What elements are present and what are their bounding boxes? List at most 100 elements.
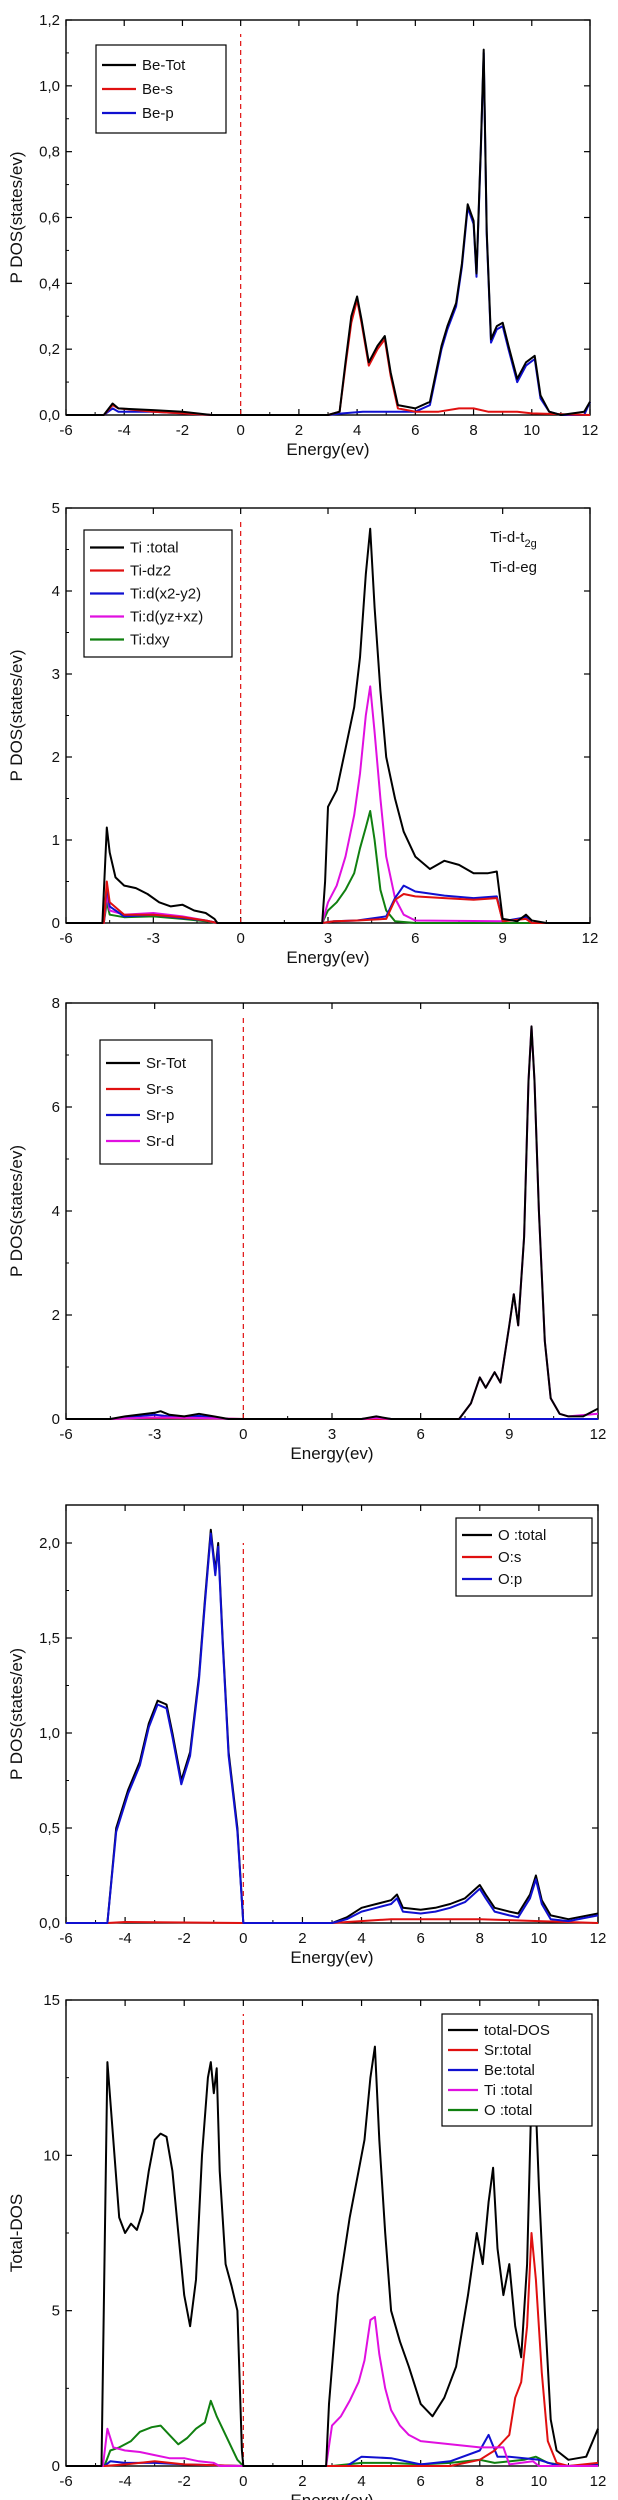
legend-label: Ti-dz2 (130, 563, 171, 580)
x-tick-label: 2 (298, 2473, 306, 2490)
y-tick-label: 4 (52, 1203, 60, 1220)
x-tick-label: 10 (531, 2473, 548, 2490)
x-tick-label: 12 (582, 930, 599, 947)
legend-label: Ti :total (484, 2082, 533, 2099)
x-tick-label: 4 (353, 422, 361, 439)
x-tick-label: -2 (178, 1930, 191, 1947)
series-line-be-tot (66, 48, 591, 416)
x-tick-label: -6 (59, 1426, 72, 1443)
x-tick-label: 9 (498, 930, 506, 947)
y-tick-label: 0,0 (39, 407, 60, 424)
panel-o: -6 -4 -2 0 2 4 6 8 10 12 0,0 0,5 1,0 1,5 2,0 Energy(ev)… (7, 1504, 607, 1967)
x-tick-label: 10 (531, 1930, 548, 1947)
series-line-sr-tot (66, 1025, 599, 1420)
y-axis-label: P DOS(states/ev) (7, 1145, 26, 1277)
legend: Be-Tot Be-s Be-p (95, 44, 227, 134)
x-tick-label: -3 (148, 1426, 161, 1443)
x-tick-label: 0 (239, 2473, 247, 2490)
y-tick-label: 1,0 (39, 78, 60, 95)
x-tick-label: -2 (178, 2473, 191, 2490)
y-tick-label: 15 (43, 1992, 60, 2009)
legend-label: O :total (484, 2102, 532, 2119)
legend-box (441, 2013, 593, 2127)
x-tick-label: 2 (298, 1930, 306, 1947)
y-tick-label: 0,0 (39, 1915, 60, 1932)
x-tick-label: -6 (59, 930, 72, 947)
x-tick-label: 2 (295, 422, 303, 439)
y-tick-label: 1,2 (39, 12, 60, 29)
series-line-sr-total (66, 2232, 599, 2467)
annotation: Ti-d-eg (490, 559, 537, 576)
x-tick-label: 3 (328, 1426, 336, 1443)
legend-label: Be-p (142, 105, 174, 122)
legend-label: Ti:dxy (130, 632, 170, 649)
x-tick-label: 12 (590, 1426, 607, 1443)
legend-label: Sr-d (146, 1133, 174, 1150)
legend: total-DOS Sr:total Be:total Ti :total O :tot… (441, 2013, 593, 2127)
x-tick-label: 9 (505, 1426, 513, 1443)
y-tick-label: 6 (52, 1099, 60, 1116)
annotation-subscript: 2g (524, 538, 536, 550)
legend-label: O :total (498, 1527, 546, 1544)
y-tick-label: 0,4 (39, 275, 60, 292)
x-tick-label: -4 (118, 2473, 131, 2490)
y-axis-label: P DOS(states/ev) (7, 1648, 26, 1780)
x-tick-label: 0 (236, 422, 244, 439)
y-tick-label: 2,0 (39, 1535, 60, 1552)
y-tick-label: 0,8 (39, 144, 60, 161)
y-tick-label: 0,5 (39, 1820, 60, 1837)
legend-label: Sr:total (484, 2042, 532, 2059)
y-tick-label: 8 (52, 995, 60, 1012)
x-tick-label: -6 (59, 2473, 72, 2490)
series-line-o-p (66, 1532, 599, 1924)
series-line-ti-total (66, 2315, 598, 2467)
y-tick-label: 0,2 (39, 341, 60, 358)
x-tick-label: 6 (416, 1930, 424, 1947)
x-tick-label: -3 (147, 930, 160, 947)
annotation-main: Ti-d-eg (490, 559, 537, 576)
x-tick-label: 8 (476, 1930, 484, 1947)
legend-label: Be-s (142, 81, 173, 98)
x-tick-label: -6 (59, 422, 72, 439)
x-tick-label: -4 (118, 1930, 131, 1947)
y-tick-label: 10 (43, 2147, 60, 2164)
x-tick-label: 6 (416, 2473, 424, 2490)
legend-label: O:p (498, 1571, 522, 1588)
legend-label: total-DOS (484, 2022, 550, 2039)
y-tick-label: 1 (52, 832, 60, 849)
x-tick-label: -6 (59, 1930, 72, 1947)
x-tick-label: 8 (476, 2473, 484, 2490)
x-axis-label: Energy(ev) (290, 2491, 373, 2500)
series-line-ti-dxy (66, 810, 590, 924)
y-axis-label: P DOS(states/ev) (7, 650, 26, 782)
legend-label: Sr-s (146, 1081, 174, 1098)
legend-label: O:s (498, 1549, 521, 1566)
y-tick-label: 2 (52, 749, 60, 766)
x-tick-label: 4 (357, 2473, 365, 2490)
y-tick-label: 1,0 (39, 1725, 60, 1742)
x-axis-label: Energy(ev) (290, 1948, 373, 1967)
x-tick-label: 6 (411, 422, 419, 439)
x-tick-label: 0 (236, 930, 244, 947)
series-line-o-total (66, 2399, 598, 2467)
x-tick-label: 6 (411, 930, 419, 947)
x-tick-label: -4 (118, 422, 131, 439)
legend-box (99, 1039, 213, 1165)
legend-label: Sr-p (146, 1107, 174, 1124)
x-tick-label: 12 (590, 1930, 607, 1947)
annotation-main: Ti-d-t (490, 529, 525, 546)
legend: Ti :total Ti-dz2 Ti:d(x2-y2) Ti:d(yz+xz) Ti:… (83, 529, 233, 658)
panel-sr: -6 -3 0 3 6 9 12 0 2 4 6 8 Energy(ev) P DOS(states/ev… (7, 995, 606, 1463)
y-tick-label: 1,5 (39, 1630, 60, 1647)
legend-label: Ti:d(yz+xz) (130, 609, 203, 626)
annotation: Ti-d-t2g (490, 529, 537, 550)
y-tick-label: 5 (52, 2303, 60, 2320)
series-line-total-dos (66, 2045, 599, 2467)
series-line-ti-dz2 (66, 880, 590, 924)
series-line-be-s (66, 298, 591, 416)
series-line-ti-total (66, 527, 590, 924)
legend: Sr-Tot Sr-s Sr-p Sr-d (99, 1039, 213, 1165)
x-tick-label: 10 (523, 422, 540, 439)
